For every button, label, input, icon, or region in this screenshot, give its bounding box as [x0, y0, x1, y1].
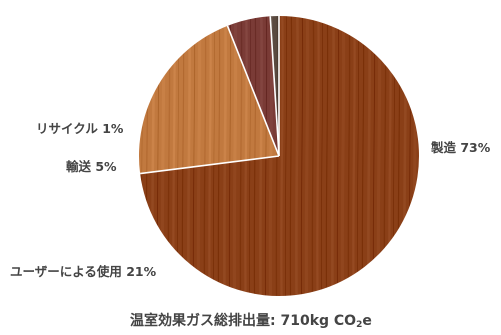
pie-slice-separators — [140, 16, 280, 175]
caption-subscript: 2 — [356, 320, 363, 330]
slice-label-transport: 輸送 5% — [66, 159, 117, 174]
slice-label-user-use: ユーザーによる使用 21% — [10, 264, 157, 279]
pie-slice-user-use — [139, 25, 279, 174]
slice-separator — [140, 155, 280, 175]
pie-slice-transport — [227, 16, 279, 156]
chart-caption: 温室効果ガス総排出量: 710kg CO2e — [130, 312, 480, 334]
caption-suffix: e — [362, 313, 372, 329]
slice-separator — [226, 25, 280, 157]
caption-prefix: 温室効果ガス総排出量: 710kg CO — [130, 313, 357, 329]
slice-label-manufacturing: 製造 73% — [431, 140, 491, 155]
slice-separator — [269, 16, 280, 157]
slice-label-recycling: リサイクル 1% — [36, 121, 124, 136]
